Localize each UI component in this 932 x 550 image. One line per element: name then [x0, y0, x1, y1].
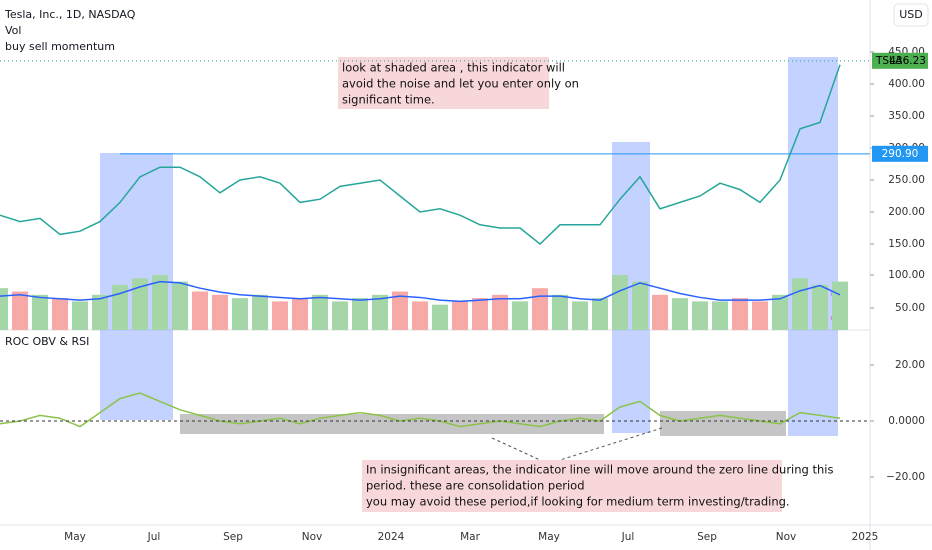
volume-bar [492, 294, 508, 330]
note-box [338, 57, 549, 109]
note: you may avoid these period,if looking fo… [366, 495, 790, 509]
volume-bar [212, 294, 228, 330]
note: significant time. [342, 93, 435, 107]
x-tick-label: May [64, 531, 86, 543]
currency[interactable]: USD [899, 8, 923, 21]
y-tick-label: −20.00 [886, 471, 925, 483]
volume-bar [672, 298, 688, 330]
shade [788, 330, 838, 436]
volume-bar [332, 301, 348, 330]
y-tick-label: 20.00 [895, 359, 925, 371]
volume-bar [512, 301, 528, 330]
x-tick-label: Nov [302, 531, 323, 543]
volume-bar [432, 304, 448, 330]
volume-bar [132, 278, 148, 330]
volume-bar [532, 288, 548, 330]
gray-box [660, 411, 786, 436]
hline-tag [872, 145, 928, 162]
y-tick-label: 200.00 [888, 206, 925, 218]
line [0, 64, 841, 245]
volume-bar [0, 288, 8, 330]
last-price: 436.23 [889, 55, 926, 67]
gray-box [180, 414, 604, 434]
line [0, 392, 841, 428]
pane-label: ROC OBV & RSI [5, 335, 89, 348]
volume-bar [252, 294, 268, 330]
x-tick-label: Jul [147, 531, 161, 543]
x-tick-label: May [538, 531, 560, 543]
volume-bar [232, 298, 248, 330]
volume-bar [732, 298, 748, 330]
volume-bar [452, 301, 468, 330]
note: period. these are consolidation period [366, 479, 585, 493]
volume-bar [752, 301, 768, 330]
volume-bar [652, 294, 668, 330]
x-tick-label: Nov [776, 531, 797, 543]
volume-bar [192, 291, 208, 330]
volume-bar [772, 294, 788, 330]
volume-bar [52, 298, 68, 330]
volume-bar [352, 298, 368, 330]
currency-button[interactable] [893, 3, 929, 27]
x-tick-label: Sep [697, 531, 717, 543]
volume-bar [92, 294, 108, 330]
arrow [491, 427, 663, 461]
note-box [362, 460, 782, 512]
indicator-label: buy sell momentum [5, 40, 115, 53]
volume-bar [392, 291, 408, 330]
y-tick-label: 100.00 [888, 269, 925, 281]
volume-bar [792, 278, 808, 330]
volume-bar [712, 301, 728, 330]
volume-bar [112, 284, 128, 330]
x-tick-label: Mar [460, 531, 480, 543]
y-tick-label: 350.00 [888, 110, 925, 122]
volume-bar [412, 301, 428, 330]
x-tick-label: 2025 [852, 531, 879, 543]
volume-bar [552, 294, 568, 330]
volume-bar [32, 294, 48, 330]
volume-bar [372, 294, 388, 330]
y-tick-label: 400.00 [888, 78, 925, 90]
title: Tesla, Inc., 1D, NASDAQ [4, 8, 136, 21]
y-tick-label: 50.00 [895, 302, 925, 314]
x-tick-label: Jul [621, 531, 635, 543]
shade [612, 330, 650, 433]
volume-bar [592, 298, 608, 330]
note: avoid the noise and let you enter only o… [342, 77, 579, 91]
shade [100, 330, 173, 420]
volume-bar [312, 294, 328, 330]
ma-line [0, 280, 841, 303]
vol-label: Vol [5, 24, 21, 37]
volume-bar [152, 275, 168, 330]
symbol: TSLA [875, 55, 903, 67]
hline-label: 290.90 [882, 148, 919, 160]
volume-bar [12, 291, 28, 330]
y-tick-label: 150.00 [888, 238, 925, 250]
volume-bar [812, 284, 828, 330]
volume-bar [632, 281, 648, 330]
volume-bar [172, 281, 188, 330]
y-tick-label: 250.00 [888, 174, 925, 186]
x-tick-label: Sep [223, 531, 243, 543]
volume-bar [572, 301, 588, 330]
volume-bar [272, 301, 288, 330]
symbol-tag [872, 52, 928, 69]
volume-bar [72, 301, 88, 330]
volume-bar [292, 298, 308, 330]
note: In insignificant areas, the indicator li… [366, 463, 834, 477]
volume-bar [692, 301, 708, 330]
y-tick-label: 0.0000 [888, 415, 925, 427]
note: look at shaded area , this indicator wil… [342, 61, 565, 75]
x-tick-label: 2024 [378, 531, 405, 543]
volume-bar [472, 298, 488, 330]
